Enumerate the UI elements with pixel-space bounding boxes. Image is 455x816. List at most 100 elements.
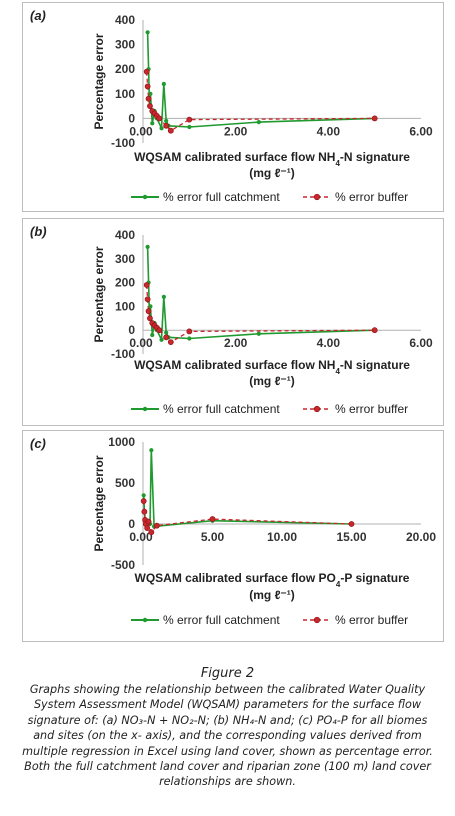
legend-label-buffer: % error buffer: [335, 613, 408, 627]
x-tick-label: 0.00: [129, 530, 153, 544]
data-point: [144, 525, 151, 531]
data-point: [164, 118, 169, 123]
data-point: [163, 122, 170, 129]
data-point: [143, 68, 150, 75]
data-point: [141, 493, 146, 498]
data-point: [371, 327, 378, 334]
data-point: [150, 332, 155, 338]
data-point: [150, 121, 155, 126]
legend-label-buffer: % error buffer: [335, 190, 408, 204]
data-point: [256, 119, 261, 125]
chart-svg-a: -100 0 100 200 300 400 0.00 2.00 4.00 6.00 Percent…: [92, 13, 433, 204]
data-point: [167, 339, 174, 345]
data-point: [348, 521, 355, 527]
x-axis-title: WQSAM calibrated surface flow NH4-N sign…: [134, 358, 410, 376]
data-point: [167, 127, 174, 134]
chart-svg-c: -500 0 500 1000 0.00 5.00 10.00 15.00 20.00 Perce…: [92, 435, 436, 627]
y-tick-label: 100: [115, 87, 135, 101]
y-tick-label: 300: [115, 38, 135, 52]
data-point: [371, 115, 378, 122]
x-axis-unit: (mg ℓ⁻¹): [249, 374, 295, 388]
caption-title: Figure 2: [200, 666, 255, 681]
data-point: [148, 304, 153, 309]
data-point: [145, 244, 150, 250]
y-axis-title: Percentage error: [92, 246, 106, 342]
y-tick-label: 0: [128, 323, 135, 337]
series-line-full-catchment: [146, 32, 375, 129]
chart-svg-b: -100 0 100 200 300 400 0.00 2.00 4.00 6.00 Percent…: [92, 228, 433, 416]
data-point: [164, 330, 169, 335]
y-tick-label: 0: [128, 111, 135, 125]
x-tick-label: 4.00: [317, 336, 341, 350]
data-point: [159, 126, 164, 131]
y-axis-title: Percentage error: [92, 33, 106, 129]
legend-marker-full-catchment: [142, 406, 148, 412]
data-point: [153, 522, 160, 529]
legend-label-buffer: % error buffer: [335, 402, 408, 416]
series-line-full-catchment: [142, 450, 352, 531]
legend-marker-buffer: [313, 405, 321, 413]
y-tick-label: 1000: [108, 435, 135, 449]
x-tick-label: 2.00: [224, 336, 248, 350]
data-point: [141, 508, 148, 515]
y-tick-label: 400: [115, 13, 135, 27]
series-line-full-catchment: [146, 246, 375, 341]
y-tick-label: -100: [111, 347, 135, 361]
caption-body: Graphs showing the relationship between …: [22, 683, 433, 789]
x-tick-label: 0.00: [129, 124, 153, 138]
y-tick-label: 300: [115, 252, 135, 266]
data-point: [148, 91, 153, 96]
legend-marker-buffer: [313, 193, 321, 201]
legend-label-full-catchment: % error full catchment: [163, 190, 280, 204]
y-tick-label: 400: [115, 228, 135, 242]
panel-label: (b): [30, 224, 47, 239]
data-point: [140, 498, 147, 504]
legend-label-full-catchment: % error full catchment: [163, 402, 280, 416]
y-tick-label: -500: [111, 558, 135, 572]
chart-panel-a: (a) -100 0 100 200 300 400 0.00 2.00 4.00 6.00 Per…: [22, 2, 444, 212]
y-tick-label: 500: [115, 476, 135, 490]
series-line-buffer: [143, 500, 352, 534]
legend-marker-full-catchment: [142, 617, 148, 623]
x-axis-title: WQSAM calibrated surface flow PO4-P sign…: [135, 571, 410, 589]
data-point: [143, 282, 150, 288]
data-point: [145, 30, 150, 35]
data-point: [145, 95, 152, 102]
data-point: [186, 116, 193, 123]
data-point: [186, 328, 193, 335]
x-tick-label: 4.00: [317, 124, 341, 138]
chart-panel-b: (b) -100 0 100 200 300 400 0.00 2.00 4.00 6.00 Per…: [22, 218, 444, 426]
data-point: [147, 315, 153, 322]
data-point: [148, 529, 155, 536]
data-point: [163, 334, 170, 341]
data-point: [144, 83, 151, 90]
y-tick-label: 100: [115, 299, 135, 313]
x-axis-unit: (mg ℓ⁻¹): [249, 166, 295, 180]
x-axis-unit: (mg ℓ⁻¹): [249, 588, 295, 602]
panel-label: (c): [30, 436, 46, 451]
data-point: [187, 124, 192, 130]
legend-label-full-catchment: % error full catchment: [163, 613, 280, 627]
data-point: [145, 308, 152, 315]
data-point: [156, 115, 163, 122]
y-tick-label: 200: [115, 276, 135, 290]
x-tick-label: 20.00: [406, 530, 436, 544]
x-axis-title: WQSAM calibrated surface flow NH4-N sign…: [134, 150, 410, 168]
data-point: [144, 296, 151, 303]
y-tick-label: 200: [115, 62, 135, 76]
data-point: [209, 516, 216, 522]
figure-caption: Figure 2 Graphs showing the relationship…: [20, 666, 435, 790]
y-axis-title: Percentage error: [92, 455, 106, 551]
data-point: [147, 103, 153, 109]
data-point: [161, 81, 166, 87]
data-point: [156, 327, 163, 334]
data-point: [159, 337, 164, 342]
y-tick-label: 0: [128, 517, 135, 531]
x-tick-label: 0.00: [129, 336, 153, 350]
x-tick-label: 5.00: [201, 530, 225, 544]
x-tick-label: 10.00: [267, 530, 297, 544]
panel-label: (a): [30, 8, 46, 23]
x-tick-label: 6.00: [409, 124, 433, 138]
data-point: [145, 518, 152, 525]
legend-marker-buffer: [313, 616, 321, 624]
